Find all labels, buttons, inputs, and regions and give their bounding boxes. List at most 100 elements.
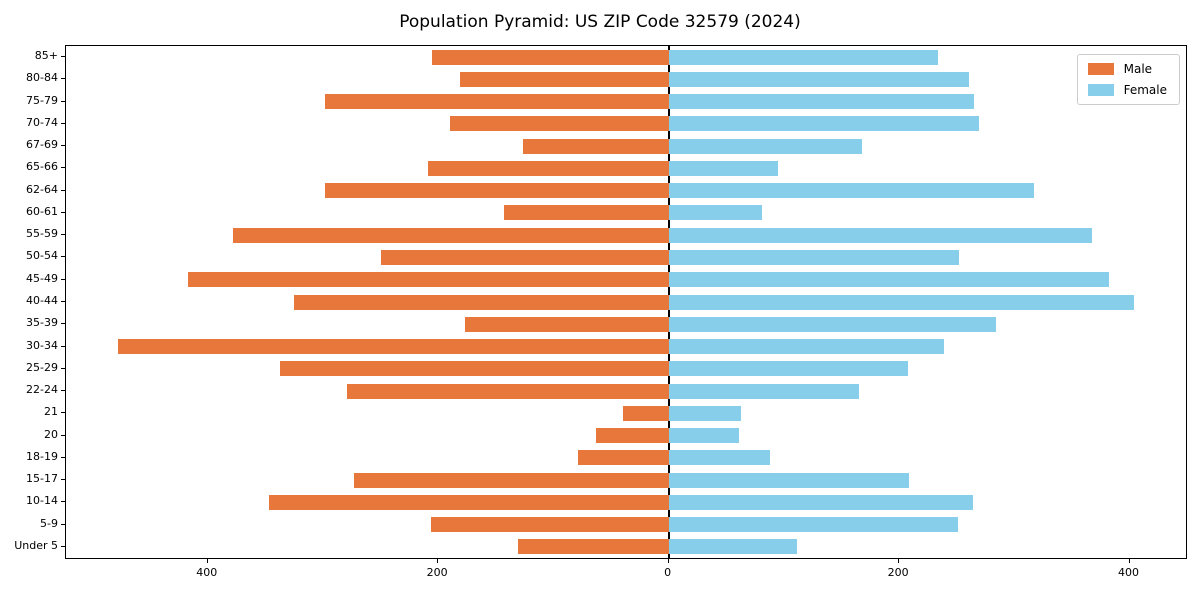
y-tick-mark xyxy=(61,145,65,147)
male-bar xyxy=(523,138,669,154)
female-bar xyxy=(668,517,958,533)
y-tick-label: 85+ xyxy=(34,49,58,63)
y-tick-label: 60-61 xyxy=(26,204,58,218)
male-bar xyxy=(280,361,669,377)
y-tick-label: 65-66 xyxy=(26,160,58,174)
y-tick-label: 75-79 xyxy=(26,93,58,107)
plot-area: Male Female xyxy=(65,45,1187,559)
male-bar xyxy=(577,450,669,466)
y-tick-mark xyxy=(61,545,65,547)
male-bar xyxy=(449,116,669,132)
y-tick-mark xyxy=(61,256,65,258)
y-tick-mark xyxy=(61,189,65,191)
y-tick-label: 50-54 xyxy=(26,249,58,263)
y-tick-label: 62-64 xyxy=(26,182,58,196)
x-tick-label: 200 xyxy=(426,566,448,579)
male-bar xyxy=(431,517,669,533)
female-bar xyxy=(668,94,974,110)
female-bar xyxy=(668,428,739,444)
female-bar xyxy=(668,450,771,466)
y-tick-label: 45-49 xyxy=(26,271,58,285)
female-bar xyxy=(668,138,863,154)
x-tick-mark xyxy=(206,559,208,563)
female-bar xyxy=(668,249,959,265)
male-bar xyxy=(354,472,669,488)
y-tick-mark xyxy=(61,100,65,102)
female-bar xyxy=(668,160,779,176)
female-bar xyxy=(668,294,1135,310)
y-tick-label: 21 xyxy=(44,405,58,419)
y-tick-label: 5-9 xyxy=(40,516,58,530)
y-tick-label: 30-34 xyxy=(26,338,58,352)
male-bar xyxy=(432,49,669,65)
y-tick-mark xyxy=(61,456,65,458)
male-bar xyxy=(325,183,669,199)
x-tick-label: 200 xyxy=(887,566,909,579)
x-tick-label: 400 xyxy=(1118,566,1140,579)
y-tick-label: 10-14 xyxy=(26,494,58,508)
male-bar xyxy=(622,405,669,421)
y-tick-mark xyxy=(61,412,65,414)
y-tick-mark xyxy=(61,523,65,525)
male-bar xyxy=(503,205,669,221)
y-tick-mark xyxy=(61,167,65,169)
female-bar xyxy=(668,494,973,510)
female-bar xyxy=(668,183,1034,199)
x-tick-mark xyxy=(667,559,669,563)
female-bar xyxy=(668,116,979,132)
y-tick-label: 35-39 xyxy=(26,316,58,330)
male-bar xyxy=(596,428,669,444)
y-tick-label: 20 xyxy=(44,427,58,441)
female-swatch-icon xyxy=(1087,84,1114,96)
y-tick-label: 67-69 xyxy=(26,138,58,152)
female-bar xyxy=(668,383,859,399)
female-bar xyxy=(668,405,742,421)
female-bar xyxy=(668,339,945,355)
y-tick-mark xyxy=(61,301,65,302)
female-bar xyxy=(668,272,1109,288)
x-tick-mark xyxy=(1128,559,1130,563)
y-tick-mark xyxy=(61,479,65,481)
y-tick-mark xyxy=(61,390,65,392)
y-tick-label: 70-74 xyxy=(26,115,58,129)
y-tick-mark xyxy=(61,323,65,325)
x-tick-mark xyxy=(437,559,439,563)
y-tick-label: 55-59 xyxy=(26,227,58,241)
y-tick-mark xyxy=(61,367,65,369)
male-bar xyxy=(325,94,669,110)
male-swatch-icon xyxy=(1087,63,1114,75)
female-bar xyxy=(668,316,996,332)
y-tick-label: 22-24 xyxy=(26,383,58,397)
y-tick-mark xyxy=(61,78,65,80)
y-tick-mark xyxy=(61,56,65,58)
legend-male-label: Male xyxy=(1123,62,1153,76)
y-tick-mark xyxy=(61,501,65,503)
female-bar xyxy=(668,472,910,488)
x-tick-mark xyxy=(898,559,900,563)
y-tick-label: 25-29 xyxy=(26,360,58,374)
y-tick-mark xyxy=(61,211,65,213)
male-bar xyxy=(268,494,669,510)
male-bar xyxy=(188,272,669,288)
legend-entry-female: Female xyxy=(1087,83,1167,97)
female-bar xyxy=(668,361,909,377)
x-tick-label: 400 xyxy=(196,566,218,579)
chart-title: Population Pyramid: US ZIP Code 32579 (2… xyxy=(399,12,801,32)
female-bar xyxy=(668,71,970,87)
y-tick-mark xyxy=(61,234,65,236)
male-bar xyxy=(517,539,669,555)
male-bar xyxy=(427,160,669,176)
y-tick-label: Under 5 xyxy=(14,538,58,552)
female-bar xyxy=(668,49,939,65)
male-bar xyxy=(347,383,669,399)
male-bar xyxy=(464,316,669,332)
x-tick-label: 0 xyxy=(664,566,672,579)
female-bar xyxy=(668,205,762,221)
male-bar xyxy=(294,294,669,310)
legend: Male Female xyxy=(1076,54,1180,105)
y-tick-mark xyxy=(61,434,65,436)
female-bar xyxy=(668,539,797,555)
male-bar xyxy=(117,339,669,355)
y-tick-label: 15-17 xyxy=(26,472,58,486)
